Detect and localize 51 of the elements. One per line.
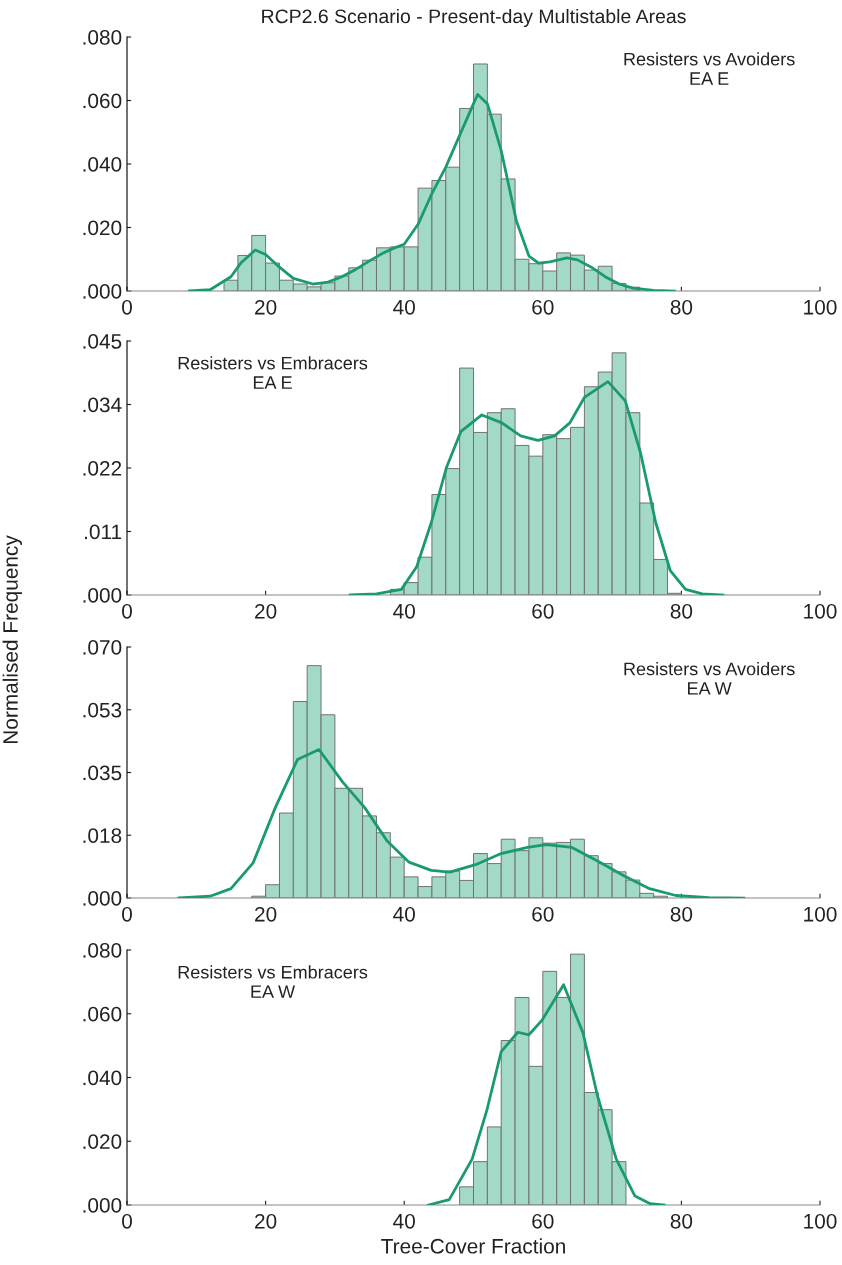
y-tick-label: .022 (83, 461, 122, 476)
x-tick-label: 100 (804, 603, 837, 619)
y-tick-label: .000 (83, 284, 122, 299)
x-tick-label: 100 (804, 1213, 837, 1229)
x-tick-label: 60 (532, 1213, 554, 1229)
x-tick-label: 80 (670, 603, 693, 619)
x-tick-label: 40 (393, 906, 415, 922)
y-tick-label: .034 (83, 397, 122, 413)
x-tick-label: 80 (670, 1213, 693, 1229)
x-tick-label: 20 (255, 906, 277, 922)
y-tick-label: .070 (83, 640, 122, 655)
y-tick-label: .000 (83, 588, 122, 603)
x-tick-label: 0 (122, 906, 132, 922)
x-tick-label: 60 (532, 603, 554, 619)
y-tick-label: .080 (83, 30, 122, 45)
annotation: Resisters vs Embracers EA W (178, 965, 368, 998)
y-tick-label: .000 (83, 891, 122, 906)
x-tick-label: 80 (670, 906, 693, 922)
y-tick-label: .080 (83, 943, 122, 958)
y-tick-label: .060 (83, 93, 122, 109)
x-tick-label: 0 (122, 1213, 132, 1229)
y-tick-label: .018 (83, 828, 122, 843)
y-tick-label: .035 (83, 765, 122, 781)
annotation: Resisters vs Embracers EA E (178, 356, 368, 389)
y-tick-label: .020 (83, 220, 122, 236)
x-tick-label: 100 (804, 906, 837, 922)
x-tick-label: 60 (532, 906, 554, 922)
y-tick-label: .060 (83, 1006, 122, 1022)
y-tick-label: .020 (83, 1134, 122, 1149)
x-tick-label: 40 (393, 1213, 415, 1229)
x-tick-label: 20 (255, 603, 277, 619)
y-tick-label: .040 (83, 157, 122, 172)
x-tick-label: 20 (255, 1213, 277, 1229)
x-tick-label: 100 (804, 299, 837, 315)
x-tick-label: 40 (393, 299, 415, 315)
y-tick-label: .011 (85, 524, 122, 540)
chart-title: RCP2.6 Scenario - Present-day Multistable Areas (262, 8, 686, 28)
x-tick-label: 0 (122, 603, 132, 619)
x-tick-label: 80 (670, 299, 693, 315)
x-axis-title: Tree-Cover Fraction (381, 1238, 565, 1254)
x-tick-label: 40 (393, 603, 415, 619)
y-tick-label: .053 (83, 702, 122, 718)
x-tick-label: 0 (122, 299, 132, 315)
y-tick-label: .045 (83, 334, 122, 349)
y-axis-title: Normalised Frequency (2, 535, 22, 744)
annotation: Resisters vs Avoiders EA W (624, 662, 795, 695)
y-tick-label: .040 (83, 1070, 122, 1086)
y-tick-label: .000 (83, 1198, 122, 1213)
x-tick-label: 20 (255, 299, 277, 315)
annotation: Resisters vs Avoiders EA E (624, 52, 795, 85)
x-tick-label: 60 (532, 299, 554, 315)
